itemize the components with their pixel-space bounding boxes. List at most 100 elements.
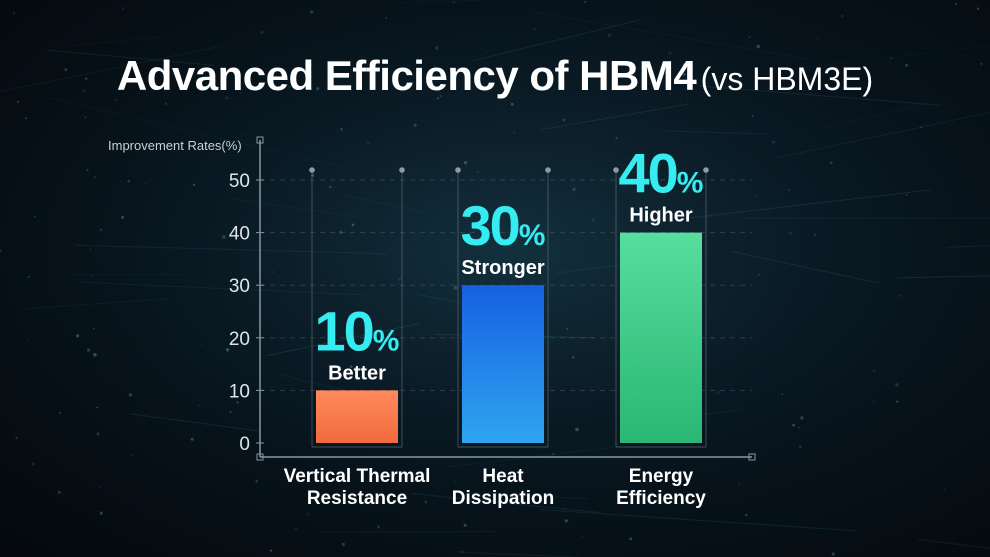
background-dot	[367, 141, 370, 145]
background-dot	[200, 344, 203, 347]
background-streak	[785, 45, 990, 71]
background-dot	[656, 511, 658, 513]
descriptor-label: Stronger	[461, 257, 545, 279]
value-label: 10%	[315, 299, 400, 362]
background-dot	[682, 72, 687, 76]
value-number: 10	[315, 299, 373, 362]
background-streak	[917, 538, 990, 549]
background-dot	[89, 248, 92, 251]
background-dot	[64, 68, 68, 71]
background-dot	[584, 1, 586, 3]
value-number: 40	[619, 142, 677, 205]
background-dot	[829, 161, 833, 165]
background-streak	[946, 245, 990, 248]
background-dot	[679, 97, 682, 100]
background-streak	[67, 35, 177, 47]
background-dot	[96, 406, 98, 409]
y-tick-label: 10	[229, 381, 250, 402]
background-dot	[34, 215, 36, 218]
background-dot	[182, 419, 184, 421]
bar-2	[462, 285, 544, 443]
background-dot	[137, 417, 140, 420]
background-dot	[121, 7, 125, 10]
background-dot	[439, 94, 442, 98]
background-dot	[799, 445, 802, 448]
background-dot	[563, 508, 566, 510]
background-dot	[668, 51, 672, 55]
value-unit: %	[373, 324, 400, 357]
category-label: Resistance	[307, 488, 407, 509]
background-dot	[222, 235, 226, 239]
background-dot	[745, 513, 748, 517]
y-tick-label: 50	[229, 171, 250, 192]
background-dot	[229, 411, 232, 414]
background-dot	[288, 86, 290, 88]
background-dot	[120, 180, 122, 183]
value-unit: %	[677, 167, 704, 200]
background-dot	[452, 0, 456, 4]
background-dot	[27, 275, 30, 278]
background-dot	[608, 33, 611, 37]
background-dot	[309, 10, 314, 14]
y-axis-end-marker	[256, 136, 264, 144]
background-streak	[665, 130, 767, 135]
background-dot	[562, 118, 565, 122]
background-dot	[463, 523, 467, 527]
background-dot	[83, 89, 86, 93]
background-dot	[453, 286, 458, 290]
background-dot	[755, 194, 757, 197]
background-dot	[329, 185, 332, 189]
descriptor-label: Higher	[629, 205, 693, 227]
background-dot	[797, 426, 800, 429]
background-dot	[92, 327, 95, 330]
background-dot	[144, 182, 147, 184]
background-dot	[748, 36, 751, 39]
background-dot	[164, 102, 168, 105]
background-dot	[435, 46, 439, 50]
background-dot	[841, 14, 844, 18]
background-dot	[17, 100, 19, 103]
background-dot	[716, 391, 720, 395]
background-dot	[244, 135, 247, 137]
background-streak	[541, 103, 688, 131]
background-dot	[789, 231, 792, 235]
bar-frame-dot	[399, 167, 405, 173]
background-dot	[128, 393, 133, 397]
background-dot	[15, 436, 18, 439]
background-dot	[533, 28, 537, 31]
background-dot	[575, 427, 579, 432]
background-dot	[581, 536, 584, 539]
background-dot	[341, 542, 345, 547]
background-dot	[629, 537, 633, 541]
background-dot	[591, 218, 595, 222]
background-dot	[316, 87, 320, 91]
background-dot	[58, 411, 62, 415]
background-dot	[781, 393, 784, 396]
background-dot	[76, 334, 80, 338]
background-dot	[198, 404, 201, 407]
background-dot	[604, 65, 606, 68]
bar-3	[620, 232, 702, 443]
background-streak	[356, 0, 506, 5]
background-streak	[77, 281, 367, 296]
y-tick-label: 40	[229, 224, 250, 245]
category-label: Vertical Thermal	[284, 466, 431, 487]
background-streak	[227, 197, 366, 219]
background-dot	[436, 97, 439, 100]
background-dot	[376, 525, 381, 529]
background-streak	[49, 97, 354, 171]
background-streak	[0, 45, 224, 93]
background-dot	[192, 183, 196, 186]
background-dot	[954, 3, 958, 6]
chart-title-main: Advanced Efficiency of HBM4	[116, 52, 697, 99]
background-dot	[99, 228, 102, 231]
background-dot	[225, 96, 229, 100]
background-dot	[212, 79, 217, 83]
background-dot	[255, 480, 258, 483]
background-dot	[943, 488, 946, 491]
category-label: Energy	[629, 466, 694, 487]
background-dot	[980, 62, 983, 66]
background-dot	[751, 115, 754, 118]
background-dot	[572, 187, 576, 191]
